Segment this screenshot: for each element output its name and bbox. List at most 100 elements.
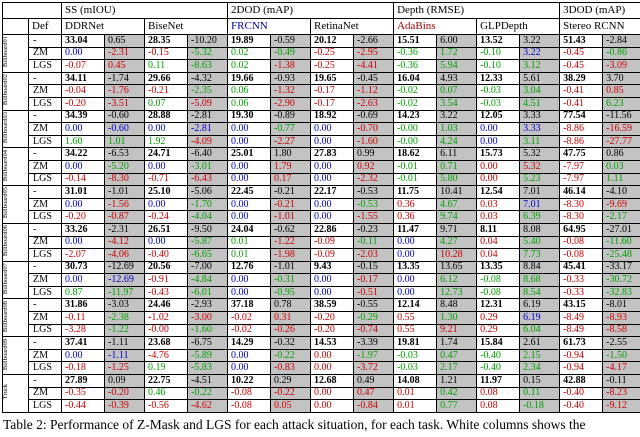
value-cell: -0.01 <box>393 159 438 174</box>
delta-cell: 0.85 <box>602 84 640 98</box>
defense-label: ZM <box>28 348 62 363</box>
value-cell: 0.29 <box>476 323 521 338</box>
value-cell: 14.08 <box>393 374 438 388</box>
delta-cell: -1.56 <box>104 197 145 212</box>
value-cell: 0.00 <box>310 348 355 363</box>
value-cell: -8.86 <box>559 134 604 149</box>
delta-cell: 6.23 <box>602 96 640 111</box>
defense-label: LGS <box>28 59 62 73</box>
value-cell: 0.36 <box>393 210 438 224</box>
value-cell: -0.02 <box>227 311 272 325</box>
delta-cell: 0.49 <box>353 374 395 388</box>
delta-cell: 1.03 <box>436 122 478 136</box>
value-cell: -8.49 <box>559 311 604 325</box>
delta-cell: -4.17 <box>602 361 640 376</box>
delta-cell: 0.45 <box>104 59 145 73</box>
delta-cell: -2.81 <box>186 109 229 124</box>
value-cell: -0.41 <box>559 84 604 98</box>
value-cell: -0.20 <box>61 96 105 111</box>
value-cell: 0.00 <box>476 134 521 149</box>
value-cell: 12.14 <box>393 298 438 313</box>
value-cell: 0.00 <box>61 348 105 363</box>
value-cell: -4.76 <box>144 348 188 363</box>
delta-cell: 0.78 <box>270 298 312 313</box>
value-cell: 22.86 <box>310 222 355 237</box>
value-cell: -0.91 <box>144 273 188 287</box>
delta-cell: 0.71 <box>436 159 478 174</box>
defense-label: ZM <box>28 273 62 287</box>
delta-cell: -1.74 <box>104 71 145 86</box>
delta-cell: -0.11 <box>602 374 640 388</box>
delta-cell: -0.86 <box>602 46 640 61</box>
delta-cell: 9.71 <box>436 222 478 237</box>
delta-cell: -0.45 <box>353 71 395 86</box>
value-cell: -7.97 <box>559 159 604 174</box>
value-cell: -0.03 <box>393 361 438 376</box>
value-cell: 14.53 <box>310 336 355 350</box>
delta-cell: -4.41 <box>353 59 395 73</box>
value-cell: 0.00 <box>61 159 105 174</box>
defense-label: - <box>28 298 62 313</box>
value-cell: 0.00 <box>227 197 272 212</box>
delta-cell: -1.97 <box>353 348 395 363</box>
value-cell: 19.30 <box>227 109 272 124</box>
value-cell: 51.43 <box>559 34 604 48</box>
delta-cell: 4.24 <box>436 134 478 149</box>
delta-cell: -25.48 <box>602 248 640 262</box>
delta-cell: 0.09 <box>104 374 145 388</box>
defense-label: ZM <box>28 159 62 174</box>
value-cell: 0.00 <box>144 159 188 174</box>
delta-cell: -8.63 <box>186 59 229 73</box>
attack-situation-label: Truck <box>2 374 29 413</box>
value-cell: -0.10 <box>476 46 521 61</box>
delta-cell: -0.53 <box>353 197 395 212</box>
model-header: FRCNN <box>227 18 312 35</box>
value-cell: 38.59 <box>310 298 355 313</box>
delta-cell: 5.32 <box>519 147 561 161</box>
value-cell: 0.04 <box>476 235 521 250</box>
delta-cell: -27.77 <box>602 134 640 149</box>
value-cell: -8.86 <box>559 122 604 136</box>
attack-situation-label: Billboard07 <box>2 260 29 300</box>
value-cell: 0.55 <box>393 323 438 338</box>
delta-cell: 1.21 <box>436 374 478 388</box>
value-cell: -0.24 <box>144 210 188 224</box>
value-cell: 0.06 <box>227 84 272 98</box>
delta-cell: 0.31 <box>270 311 312 325</box>
delta-cell: 4.27 <box>436 235 478 250</box>
value-cell: -0.33 <box>559 273 604 287</box>
value-cell: 27.83 <box>310 147 355 161</box>
delta-cell: -0.29 <box>353 311 395 325</box>
delta-cell: -5.87 <box>186 235 229 250</box>
delta-cell: -8.93 <box>602 311 640 325</box>
delta-cell: -0.70 <box>353 122 395 136</box>
value-cell: -0.15 <box>144 46 188 61</box>
model-header: DDRNet <box>61 18 145 35</box>
value-cell: -8.30 <box>559 210 604 224</box>
value-cell: 23.68 <box>144 336 188 350</box>
delta-cell: -2.17 <box>602 210 640 224</box>
delta-cell: -3.01 <box>186 159 229 174</box>
value-cell: -0.40 <box>559 386 604 401</box>
value-cell: -7.97 <box>559 172 604 187</box>
value-cell: 22.45 <box>227 185 272 199</box>
delta-cell: -3.03 <box>104 298 145 313</box>
value-cell: 14.23 <box>393 109 438 124</box>
value-cell: 20.12 <box>310 34 355 48</box>
value-cell: -0.18 <box>61 361 105 376</box>
model-header: GLPDepth <box>476 18 561 35</box>
value-cell: 26.51 <box>144 222 188 237</box>
value-cell: -0.00 <box>393 134 438 149</box>
value-cell: 43.15 <box>559 298 604 313</box>
value-cell: 12.54 <box>476 185 521 199</box>
delta-cell: 0.29 <box>270 374 312 388</box>
delta-cell: 0.65 <box>104 34 145 48</box>
defense-label: LGS <box>28 172 62 187</box>
delta-cell: -3.09 <box>602 59 640 73</box>
defense-label: - <box>28 109 62 124</box>
value-cell: -0.45 <box>559 46 604 61</box>
delta-cell: 1.72 <box>436 46 478 61</box>
delta-cell: -11.56 <box>602 109 640 124</box>
value-cell: 0.00 <box>310 172 355 187</box>
delta-cell: -5.89 <box>186 348 229 363</box>
